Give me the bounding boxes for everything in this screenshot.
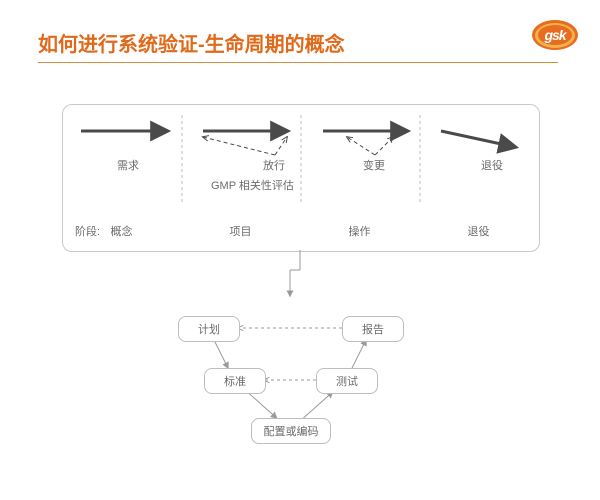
vmodel-box-report: 报告 bbox=[342, 316, 404, 342]
slide: 如何进行系统验证-生命周期的概念 gsk 阶段: 需求放行变更退役GMP 相关性… bbox=[0, 0, 600, 500]
vmodel-box-test: 测试 bbox=[316, 368, 378, 394]
vmodel-box-spec: 标准 bbox=[204, 368, 266, 394]
vmodel-box-plan: 计划 bbox=[178, 316, 240, 342]
vmodel-box-config: 配置或编码 bbox=[251, 418, 331, 444]
